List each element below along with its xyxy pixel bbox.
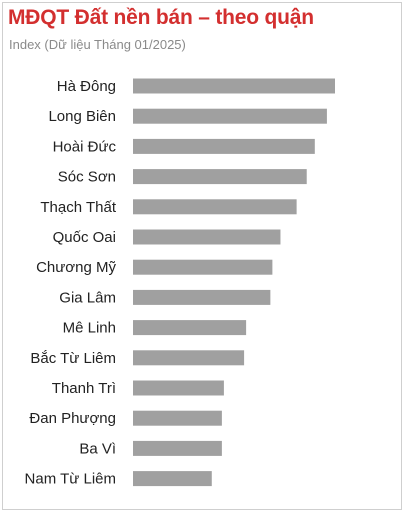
bar: [133, 78, 335, 94]
category-label: Mê Linh: [63, 320, 116, 337]
chart-title: MĐQT Đất nền bán – theo quận: [8, 6, 314, 29]
bar: [133, 350, 245, 366]
bar: [133, 440, 222, 456]
bar: [133, 259, 273, 275]
category-label: Sóc Sơn: [58, 169, 116, 186]
category-label: Thanh Trì: [52, 380, 116, 397]
category-label: Chương Mỹ: [36, 259, 116, 276]
category-label: Đan Phượng: [29, 410, 116, 427]
bar: [133, 169, 307, 185]
category-label: Hà Đông: [57, 78, 116, 95]
category-label: Gia Lâm: [59, 289, 116, 306]
bar: [133, 199, 297, 215]
chart-subtitle: Index (Dữ liệu Tháng 01/2025): [9, 37, 186, 52]
bar: [133, 138, 315, 154]
bar: [133, 380, 224, 396]
bar: [133, 289, 271, 305]
category-label: Bắc Từ Liêm: [30, 350, 116, 367]
bar: [133, 410, 222, 426]
bar: [133, 229, 281, 245]
category-label: Quốc Oai: [53, 229, 116, 246]
bar: [133, 108, 327, 124]
bar: [133, 320, 247, 336]
category-label: Nam Từ Liêm: [25, 471, 116, 488]
category-label: Ba Vì: [79, 440, 116, 457]
category-label: Long Biên: [48, 108, 116, 125]
bar: [133, 471, 212, 487]
category-label: Hoài Đức: [53, 138, 117, 155]
category-label: Thạch Thất: [40, 199, 116, 216]
